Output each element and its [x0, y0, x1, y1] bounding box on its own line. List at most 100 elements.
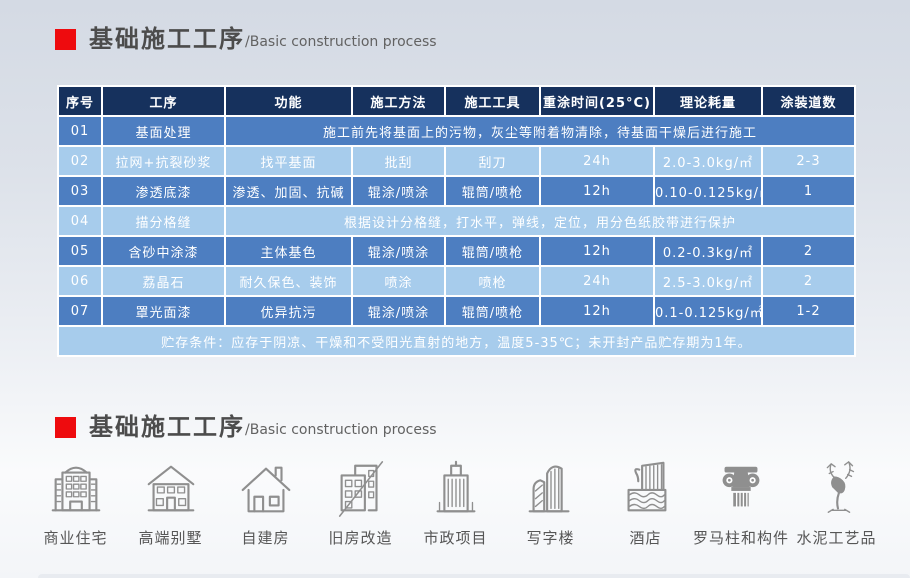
red-square-bullet-icon [55, 416, 76, 438]
app-item-commercial: 商业住宅 [28, 458, 123, 548]
cell-consumption: 0.1-0.125kg/㎡ [653, 295, 763, 327]
application-scenarios: 商业住宅 高端别墅 自建房 [28, 458, 884, 548]
cell-seq: 04 [57, 205, 103, 237]
villa-icon [140, 458, 202, 520]
app-item-municipal: 市政项目 [408, 458, 503, 548]
cell-coats: 2-3 [761, 145, 856, 177]
section-subtitle: /Basic construction process [245, 422, 437, 439]
table-row: 07 罩光面漆 优异抗污 辊涂/喷涂 辊筒/喷枪 12h 0.1-0.125kg… [57, 295, 856, 327]
cell-function: 主体基色 [224, 235, 353, 267]
cell-coats: 1-2 [761, 295, 856, 327]
app-label: 旧房改造 [328, 529, 393, 547]
municipal-tower-icon [425, 458, 487, 520]
cell-coats: 1 [761, 175, 856, 207]
cell-coats: 2 [761, 235, 856, 267]
app-item-office: 写字楼 [503, 458, 598, 548]
cell-process: 荔晶石 [101, 265, 226, 297]
cell-merged-note: 施工前先将基面上的污物，灰尘等附着物清除，待基面干燥后进行施工 [224, 115, 856, 147]
cell-process: 拉网+抗裂砂浆 [101, 145, 226, 177]
roman-column-icon [710, 458, 772, 520]
app-item-villa: 高端别墅 [123, 458, 218, 548]
renovation-building-icon [330, 458, 392, 520]
cell-method: 辊涂/喷涂 [351, 295, 446, 327]
app-label: 酒店 [629, 529, 662, 547]
table-row: 04 描分格缝 根据设计分格缝，打水平，弹线，定位，用分色纸胶带进行保护 [57, 205, 856, 237]
house-icon [235, 458, 297, 520]
cell-tool: 辊筒/喷枪 [444, 235, 541, 267]
cell-coats: 2 [761, 265, 856, 297]
cell-method: 辊涂/喷涂 [351, 235, 446, 267]
app-label: 自建房 [241, 529, 290, 547]
red-square-bullet-icon [55, 28, 76, 50]
cell-seq: 02 [57, 145, 103, 177]
col-header-consumption: 理论耗量 [653, 85, 763, 117]
cell-recoat: 24h [539, 265, 655, 297]
construction-process-table: 序号 工序 功能 施工方法 施工工具 重涂时间(25°C) 理论耗量 涂装道数 … [57, 85, 856, 357]
cell-function: 优异抗污 [224, 295, 353, 327]
col-header-recoat-time: 重涂时间(25°C) [539, 85, 655, 117]
cell-tool: 辊筒/喷枪 [444, 295, 541, 327]
app-label: 写字楼 [526, 529, 575, 547]
commercial-building-icon [45, 458, 107, 520]
hotel-icon [615, 458, 677, 520]
col-header-tool: 施工工具 [444, 85, 541, 117]
cell-method: 辊涂/喷涂 [351, 175, 446, 207]
cell-method: 喷涂 [351, 265, 446, 297]
cell-process: 渗透底漆 [101, 175, 226, 207]
cell-process: 描分格缝 [101, 205, 226, 237]
cell-tool: 喷枪 [444, 265, 541, 297]
section-subtitle: /Basic construction process [245, 34, 437, 51]
cell-consumption: 2.0-3.0kg/㎡ [653, 145, 763, 177]
cell-merged-note: 根据设计分格缝，打水平，弹线，定位，用分色纸胶带进行保护 [224, 205, 856, 237]
cell-consumption: 2.5-3.0kg/㎡ [653, 265, 763, 297]
app-item-hotel: 酒店 [598, 458, 693, 548]
section-header-process-table: 基础施工工序 /Basic construction process [55, 26, 437, 52]
app-label: 罗马柱和构件 [693, 529, 790, 547]
cell-seq: 01 [57, 115, 103, 147]
app-item-cement-craft: 水泥工艺品 [789, 458, 884, 548]
app-label: 高端别墅 [138, 529, 203, 547]
table-row: 02 拉网+抗裂砂浆 找平基面 批刮 刮刀 24h 2.0-3.0kg/㎡ 2-… [57, 145, 856, 177]
section-title: 基础施工工序 [89, 413, 245, 441]
cell-method: 批刮 [351, 145, 446, 177]
cell-recoat: 12h [539, 295, 655, 327]
cell-function: 渗透、加固、抗碱 [224, 175, 353, 207]
col-header-process: 工序 [101, 85, 226, 117]
table-row: 03 渗透底漆 渗透、加固、抗碱 辊涂/喷涂 辊筒/喷枪 12h 0.10-0.… [57, 175, 856, 207]
cell-seq: 06 [57, 265, 103, 297]
app-label: 商业住宅 [43, 529, 108, 547]
table-header-row: 序号 工序 功能 施工方法 施工工具 重涂时间(25°C) 理论耗量 涂装道数 [57, 85, 856, 117]
storage-conditions-row: 贮存条件：应存于阴凉、干燥和不受阳光直射的地方，温度5-35℃；未开封产品贮存期… [57, 325, 856, 357]
col-header-method: 施工方法 [351, 85, 446, 117]
col-header-function: 功能 [224, 85, 353, 117]
app-label: 市政项目 [423, 529, 488, 547]
cell-recoat: 24h [539, 145, 655, 177]
cell-consumption: 0.2-0.3kg/㎡ [653, 235, 763, 267]
app-item-self-built: 自建房 [218, 458, 313, 548]
cell-process: 基面处理 [101, 115, 226, 147]
cell-seq: 03 [57, 175, 103, 207]
cell-function: 耐久保色、装饰 [224, 265, 353, 297]
cell-seq: 07 [57, 295, 103, 327]
next-section-edge [38, 574, 910, 578]
office-tower-icon [520, 458, 582, 520]
cell-consumption: 0.10-0.125kg/㎡ [653, 175, 763, 207]
table-row: 01 基面处理 施工前先将基面上的污物，灰尘等附着物清除，待基面干燥后进行施工 [57, 115, 856, 147]
table-row: 06 荔晶石 耐久保色、装饰 喷涂 喷枪 24h 2.5-3.0kg/㎡ 2 [57, 265, 856, 297]
section-title: 基础施工工序 [89, 25, 245, 53]
cell-seq: 05 [57, 235, 103, 267]
table-row: 05 含砂中涂漆 主体基色 辊涂/喷涂 辊筒/喷枪 12h 0.2-0.3kg/… [57, 235, 856, 267]
col-header-coats: 涂装道数 [761, 85, 856, 117]
cell-process: 罩光面漆 [101, 295, 226, 327]
app-label: 水泥工艺品 [796, 529, 877, 547]
cell-recoat: 12h [539, 175, 655, 207]
section-header-applications: 基础施工工序 /Basic construction process [55, 414, 437, 440]
app-item-renovation: 旧房改造 [313, 458, 408, 548]
cell-recoat: 12h [539, 235, 655, 267]
app-item-roman-column: 罗马柱和构件 [693, 458, 789, 548]
cell-function: 找平基面 [224, 145, 353, 177]
cell-tool: 辊筒/喷枪 [444, 175, 541, 207]
cell-tool: 刮刀 [444, 145, 541, 177]
storage-note: 贮存条件：应存于阴凉、干燥和不受阳光直射的地方，温度5-35℃；未开封产品贮存期… [57, 325, 856, 357]
col-header-seq: 序号 [57, 85, 103, 117]
